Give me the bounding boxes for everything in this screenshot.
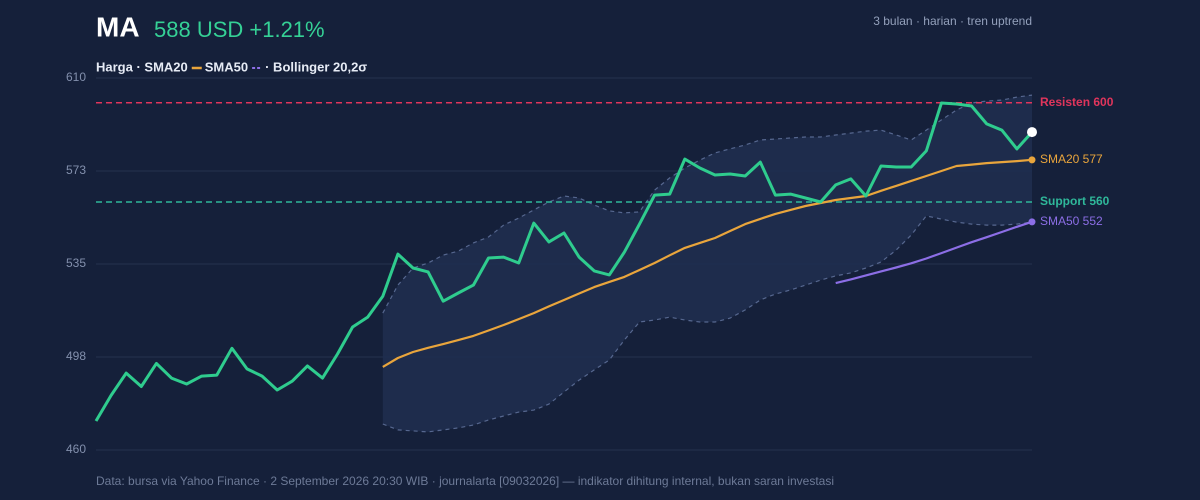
end-dot bbox=[1028, 218, 1036, 226]
source: Data: bursa via Yahoo Finance · 2 Septem… bbox=[96, 474, 834, 488]
y-tick-label: 610 bbox=[66, 70, 86, 84]
end-dot bbox=[1028, 156, 1036, 164]
end-label: SMA20 577 bbox=[1040, 152, 1103, 166]
y-tick-label: 535 bbox=[66, 256, 86, 270]
band-fill bbox=[382, 95, 1032, 432]
y-tick-label: 460 bbox=[66, 442, 86, 456]
legend-item: Harga · SMA20 bbox=[96, 59, 188, 74]
end-dot bbox=[1027, 127, 1037, 138]
y-tick-label: 498 bbox=[66, 349, 86, 363]
series-line bbox=[94, 101, 1034, 422]
end-label: SMA50 552 bbox=[1040, 214, 1103, 228]
band-lower bbox=[382, 215, 1033, 433]
legend-item: SMA50 bbox=[205, 59, 248, 74]
reference-label: Support 560 bbox=[1040, 194, 1110, 208]
chart-subtitle: 588 USD +1.21% bbox=[154, 17, 325, 42]
series-line bbox=[835, 220, 1033, 285]
note: 3 bulan · harian · tren uptrend bbox=[873, 14, 1032, 28]
legend-item: · Bollinger 20,2σ bbox=[265, 59, 367, 74]
y-tick-label: 573 bbox=[66, 163, 86, 177]
chart-title: MA bbox=[96, 11, 140, 42]
band-upper bbox=[382, 94, 1033, 314]
series-line bbox=[382, 158, 1033, 368]
reference-label: Resisten 600 bbox=[1040, 95, 1114, 109]
